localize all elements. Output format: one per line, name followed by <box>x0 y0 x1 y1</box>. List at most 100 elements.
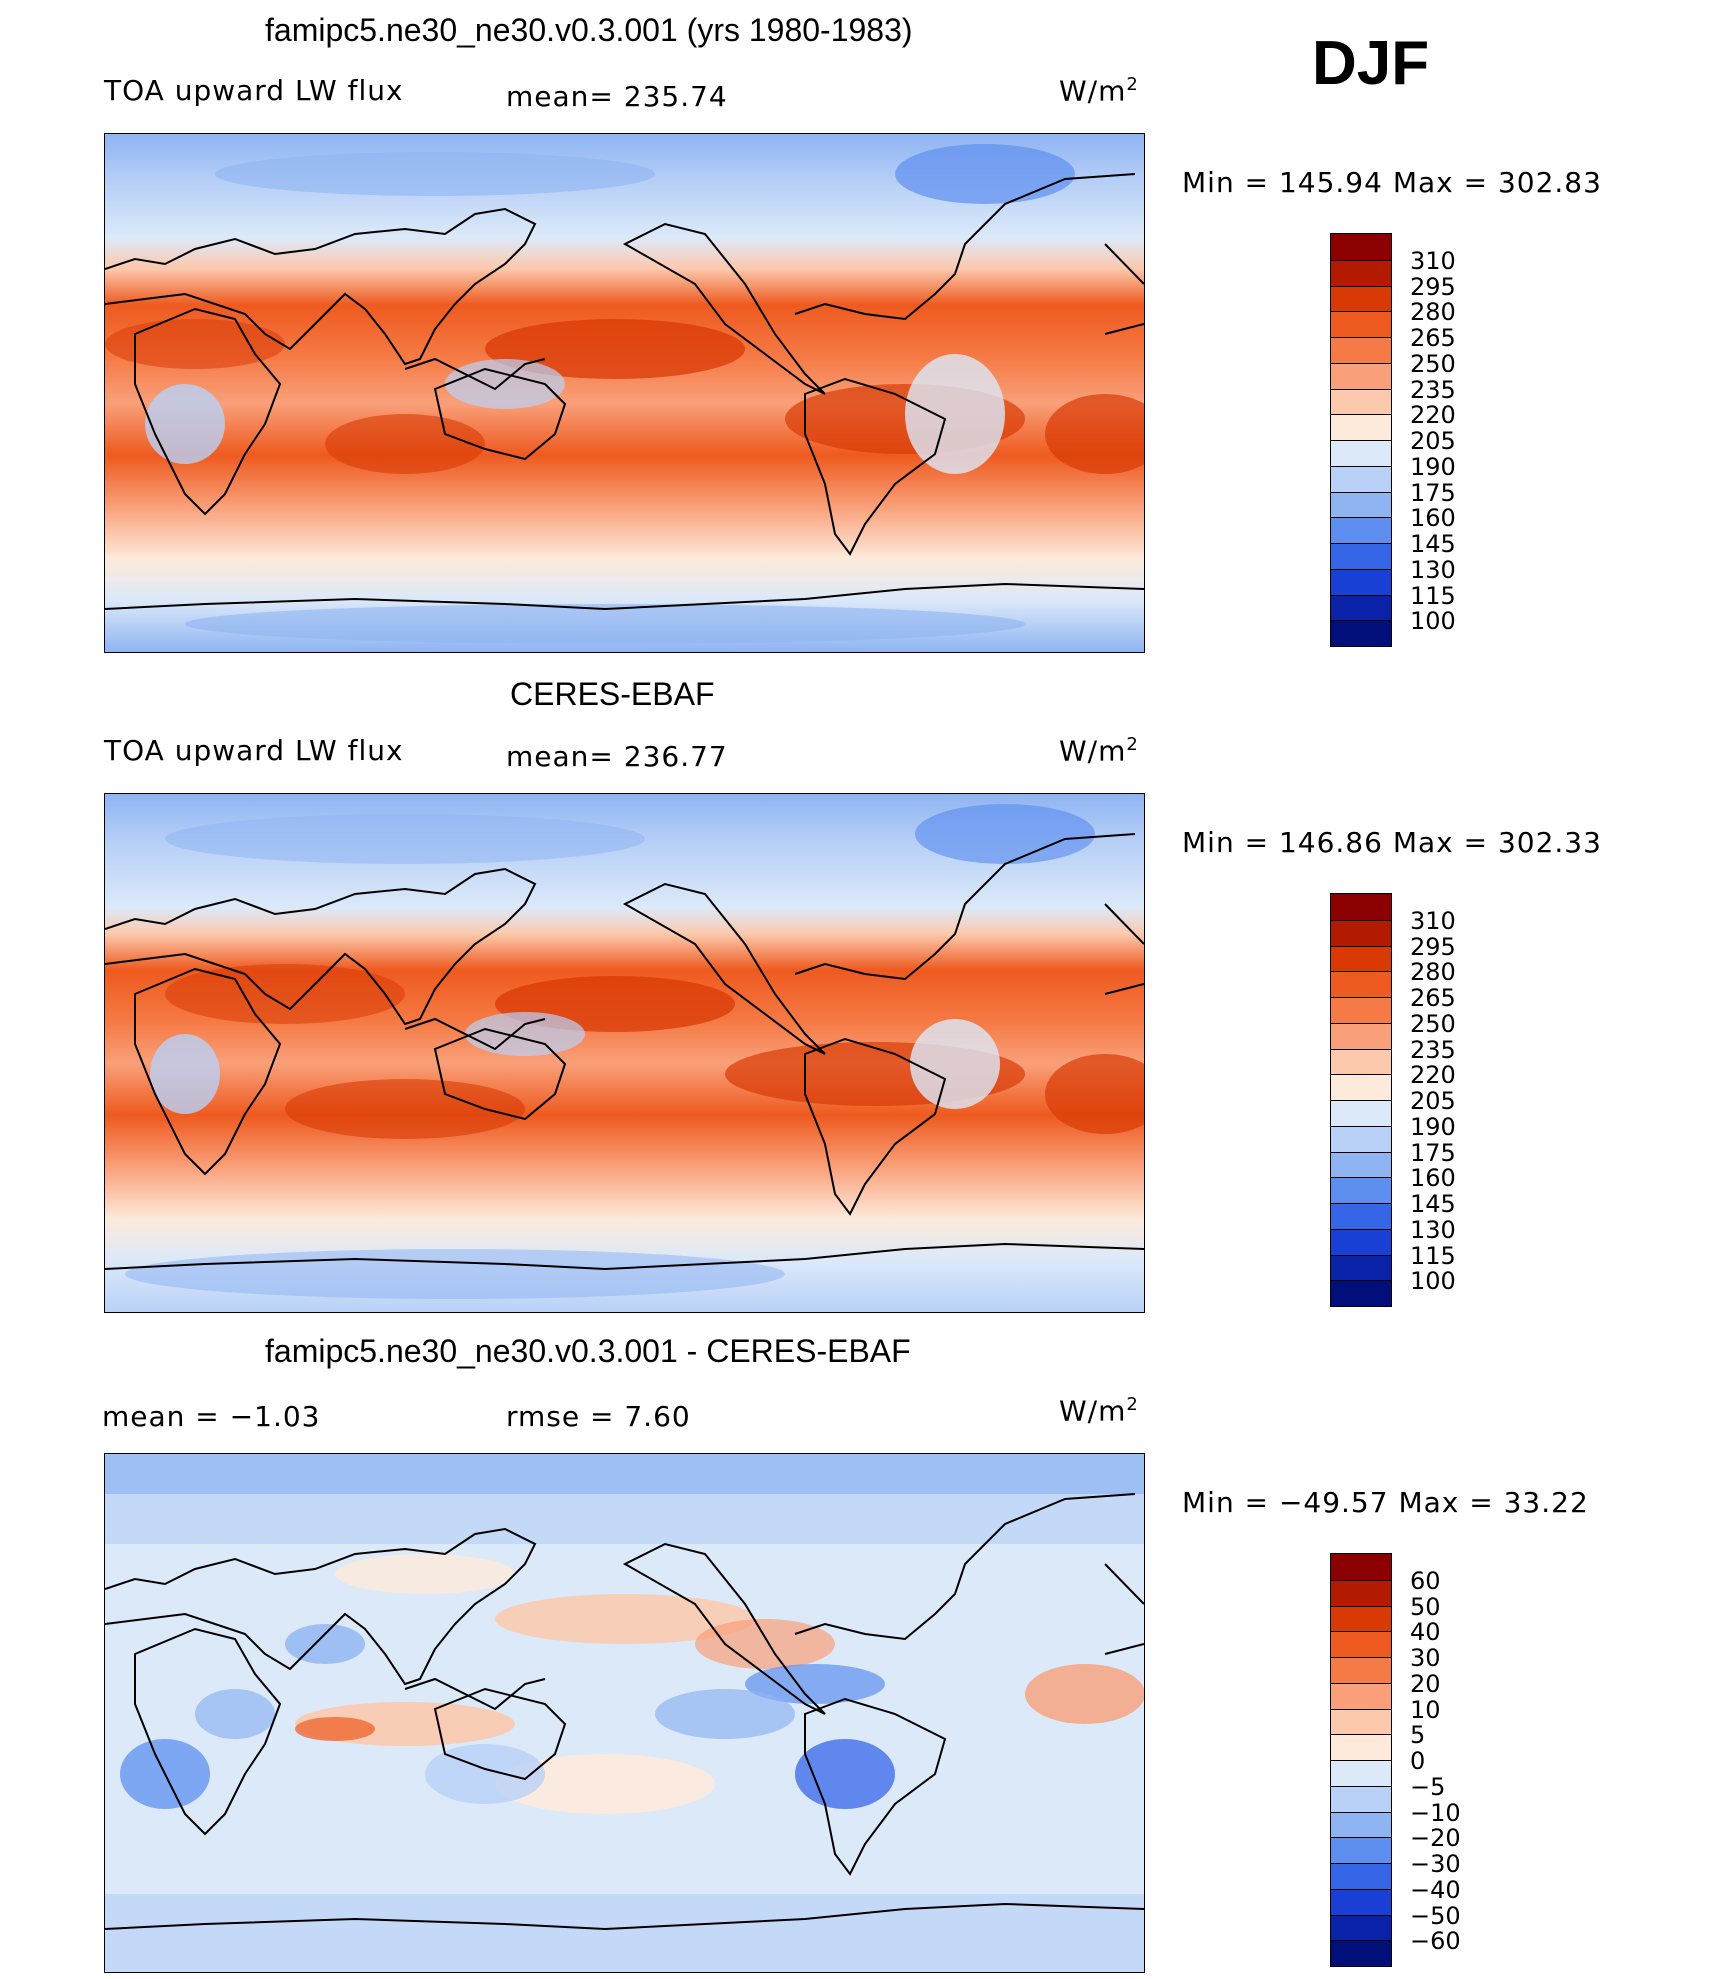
colorbar-tick-label: 145 <box>1410 1190 1456 1218</box>
panel-model-minmax: Min = 145.94 Max = 302.83 <box>1182 166 1602 199</box>
panel-model-map <box>104 133 1145 653</box>
colorbar-tick-label: 235 <box>1410 376 1456 404</box>
colorbar-swatch <box>1331 388 1391 415</box>
colorbar-tick-label: 160 <box>1410 504 1456 532</box>
colorbar-swatch <box>1331 414 1391 440</box>
colorbar-tick-label: 190 <box>1410 453 1456 481</box>
colorbar-swatch <box>1331 1177 1391 1203</box>
colorbar-tick-label: 100 <box>1410 607 1456 635</box>
colorbar-swatch <box>1331 440 1391 466</box>
colorbar-swatch <box>1331 1682 1391 1709</box>
colorbar-swatch <box>1331 919 1391 946</box>
panel-model-colorbar <box>1330 233 1392 647</box>
colorbar-swatch <box>1331 1837 1391 1863</box>
colorbar-tick-label: 295 <box>1410 273 1456 301</box>
colorbar-tick-label: 50 <box>1410 1593 1441 1621</box>
colorbar-swatch <box>1331 1760 1391 1786</box>
panel-model-title: famipc5.ne30_ne30.v0.3.001 (yrs 1980-198… <box>265 12 913 48</box>
panel-diff-map <box>104 1453 1145 1973</box>
colorbar-tick-label: 310 <box>1410 247 1456 275</box>
colorbar-swatch <box>1331 285 1391 312</box>
colorbar-tick-label: 250 <box>1410 350 1456 378</box>
colorbar-swatch <box>1331 1228 1391 1255</box>
colorbar-swatch <box>1331 1125 1391 1152</box>
colorbar-tick-label: 220 <box>1410 1061 1456 1089</box>
colorbar-swatch <box>1331 945 1391 972</box>
colorbar-swatch <box>1331 1605 1391 1632</box>
colorbar-tick-label: 115 <box>1410 582 1456 610</box>
panel-diff-mean-label: mean = −1.03 <box>102 1400 321 1433</box>
panel-obs-units: W/m2 <box>1059 734 1139 768</box>
colorbar-swatch <box>1331 1785 1391 1812</box>
panel-diff-title: famipc5.ne30_ne30.v0.3.001 - CERES-EBAF <box>265 1333 911 1369</box>
colorbar-swatch <box>1331 1048 1391 1075</box>
colorbar-swatch <box>1331 1631 1391 1657</box>
colorbar-swatch <box>1331 1554 1391 1580</box>
colorbar-tick-label: 5 <box>1410 1721 1426 1749</box>
colorbar-swatch <box>1331 1863 1391 1889</box>
colorbar-swatch <box>1331 337 1391 363</box>
colorbar-tick-label: 30 <box>1410 1644 1441 1672</box>
panel-obs-colorbar <box>1330 893 1392 1307</box>
colorbar-swatch <box>1331 465 1391 492</box>
colorbar-tick-label: 0 <box>1410 1747 1426 1775</box>
colorbar-swatch <box>1331 1579 1391 1606</box>
colorbar-swatch <box>1331 1203 1391 1229</box>
colorbar-swatch <box>1331 1022 1391 1049</box>
colorbar-tick-label: −20 <box>1410 1824 1461 1852</box>
panel-diff-rmse-label: rmse = 7.60 <box>506 1400 691 1433</box>
colorbar-swatch <box>1331 234 1391 260</box>
panel-obs-heatmap <box>105 794 1144 1312</box>
colorbar-swatch <box>1331 997 1391 1023</box>
colorbar-tick-label: 115 <box>1410 1242 1456 1270</box>
colorbar-tick-label: 160 <box>1410 1164 1456 1192</box>
colorbar-tick-label: 265 <box>1410 324 1456 352</box>
colorbar-swatch <box>1331 1708 1391 1735</box>
colorbar-swatch <box>1331 1657 1391 1683</box>
colorbar-tick-label: −5 <box>1410 1773 1446 1801</box>
panel-diff-minmax: Min = −49.57 Max = 33.22 <box>1182 1486 1589 1519</box>
panel-obs-map <box>104 793 1145 1313</box>
colorbar-tick-label: 100 <box>1410 1267 1456 1295</box>
colorbar-swatch <box>1331 1811 1391 1838</box>
colorbar-swatch <box>1331 311 1391 337</box>
colorbar-swatch <box>1331 362 1391 389</box>
panel-model-variable-label: TOA upward LW flux <box>104 74 404 107</box>
colorbar-tick-label: 265 <box>1410 984 1456 1012</box>
colorbar-tick-label: 205 <box>1410 1087 1456 1115</box>
colorbar-swatch <box>1331 594 1391 621</box>
panel-model-mean-label: mean= 235.74 <box>506 80 728 113</box>
colorbar-tick-label: 60 <box>1410 1567 1441 1595</box>
colorbar-swatch <box>1331 568 1391 595</box>
colorbar-tick-label: 190 <box>1410 1113 1456 1141</box>
colorbar-tick-label: 130 <box>1410 1216 1456 1244</box>
panel-diff-heatmap <box>105 1454 1144 1972</box>
colorbar-tick-label: 130 <box>1410 556 1456 584</box>
colorbar-swatch <box>1331 259 1391 286</box>
panel-model-units: W/m2 <box>1059 74 1139 108</box>
colorbar-swatch <box>1331 894 1391 920</box>
colorbar-swatch <box>1331 543 1391 569</box>
colorbar-tick-label: 205 <box>1410 427 1456 455</box>
colorbar-tick-label: −30 <box>1410 1850 1461 1878</box>
colorbar-tick-label: 40 <box>1410 1618 1441 1646</box>
panel-obs-minmax: Min = 146.86 Max = 302.33 <box>1182 826 1602 859</box>
panel-diff-colorbar <box>1330 1553 1392 1967</box>
colorbar-tick-label: 280 <box>1410 958 1456 986</box>
colorbar-swatch <box>1331 1734 1391 1760</box>
colorbar-tick-label: 280 <box>1410 298 1456 326</box>
colorbar-tick-label: 20 <box>1410 1670 1441 1698</box>
colorbar-swatch <box>1331 517 1391 543</box>
panel-obs-mean-label: mean= 236.77 <box>506 740 728 773</box>
colorbar-swatch <box>1331 1100 1391 1126</box>
colorbar-tick-label: −10 <box>1410 1799 1461 1827</box>
colorbar-swatch <box>1331 1280 1391 1306</box>
colorbar-swatch <box>1331 1151 1391 1178</box>
colorbar-tick-label: 145 <box>1410 530 1456 558</box>
colorbar-tick-label: 220 <box>1410 401 1456 429</box>
colorbar-tick-label: 10 <box>1410 1696 1441 1724</box>
colorbar-swatch <box>1331 1888 1391 1915</box>
panel-model-heatmap <box>105 134 1144 652</box>
colorbar-tick-label: 250 <box>1410 1010 1456 1038</box>
colorbar-swatch <box>1331 620 1391 646</box>
